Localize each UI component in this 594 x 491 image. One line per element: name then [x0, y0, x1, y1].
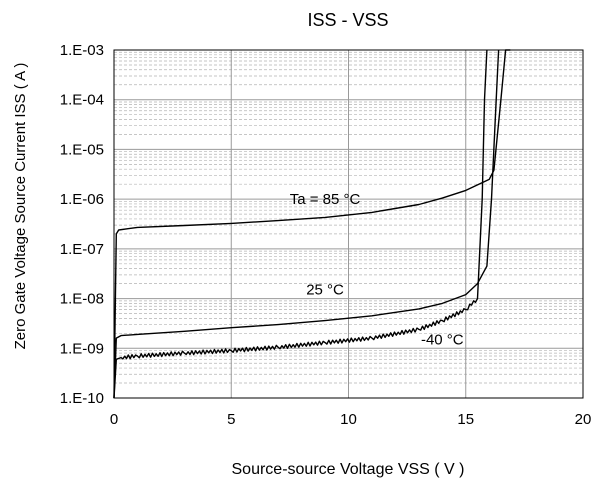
- curve-label: Ta = 85 °C: [290, 191, 361, 208]
- grid: [113, 49, 584, 399]
- x-tick-label: 15: [457, 411, 474, 428]
- series-line-2: [113, 49, 488, 399]
- y-tick-label: 1.E-08: [60, 291, 104, 308]
- y-tick-label: 1.E-07: [60, 241, 104, 258]
- y-tick-label: 1.E-05: [60, 141, 104, 158]
- curve-label: -40 °C: [421, 331, 464, 348]
- y-tick-label: 1.E-09: [60, 340, 104, 357]
- series-line-1: [113, 49, 500, 399]
- x-tick-label: 0: [110, 411, 118, 428]
- annotation-layer: Ta = 85 °C 25 °C -40 °C: [290, 191, 464, 348]
- y-tick-label: 1.E-03: [60, 42, 104, 59]
- x-tick-label: 5: [227, 411, 235, 428]
- plot-area-frame: [113, 49, 584, 399]
- y-tick-labels: 1.E-10 1.E-09 1.E-08 1.E-07 1.E-06 1.E-05 1.E-…: [60, 42, 104, 407]
- x-tick-label: 10: [340, 411, 357, 428]
- y-tick-label: 1.E-04: [60, 92, 104, 109]
- x-tick-labels: 0 5 10 15 20: [110, 411, 592, 428]
- y-tick-label: 1.E-06: [60, 191, 104, 208]
- x-axis-label: Source-source Voltage VSS ( V ): [232, 461, 465, 478]
- curve-label: 25 °C: [306, 282, 344, 299]
- chart-title: ISS - VSS: [307, 10, 388, 30]
- x-tick-label: 20: [575, 411, 592, 428]
- series-line-0: [113, 49, 511, 399]
- y-axis-label: Zero Gate Voltage Source Current ISS ( A…: [12, 63, 29, 350]
- y-tick-label: 1.E-10: [60, 390, 104, 407]
- series-layer: [113, 49, 511, 399]
